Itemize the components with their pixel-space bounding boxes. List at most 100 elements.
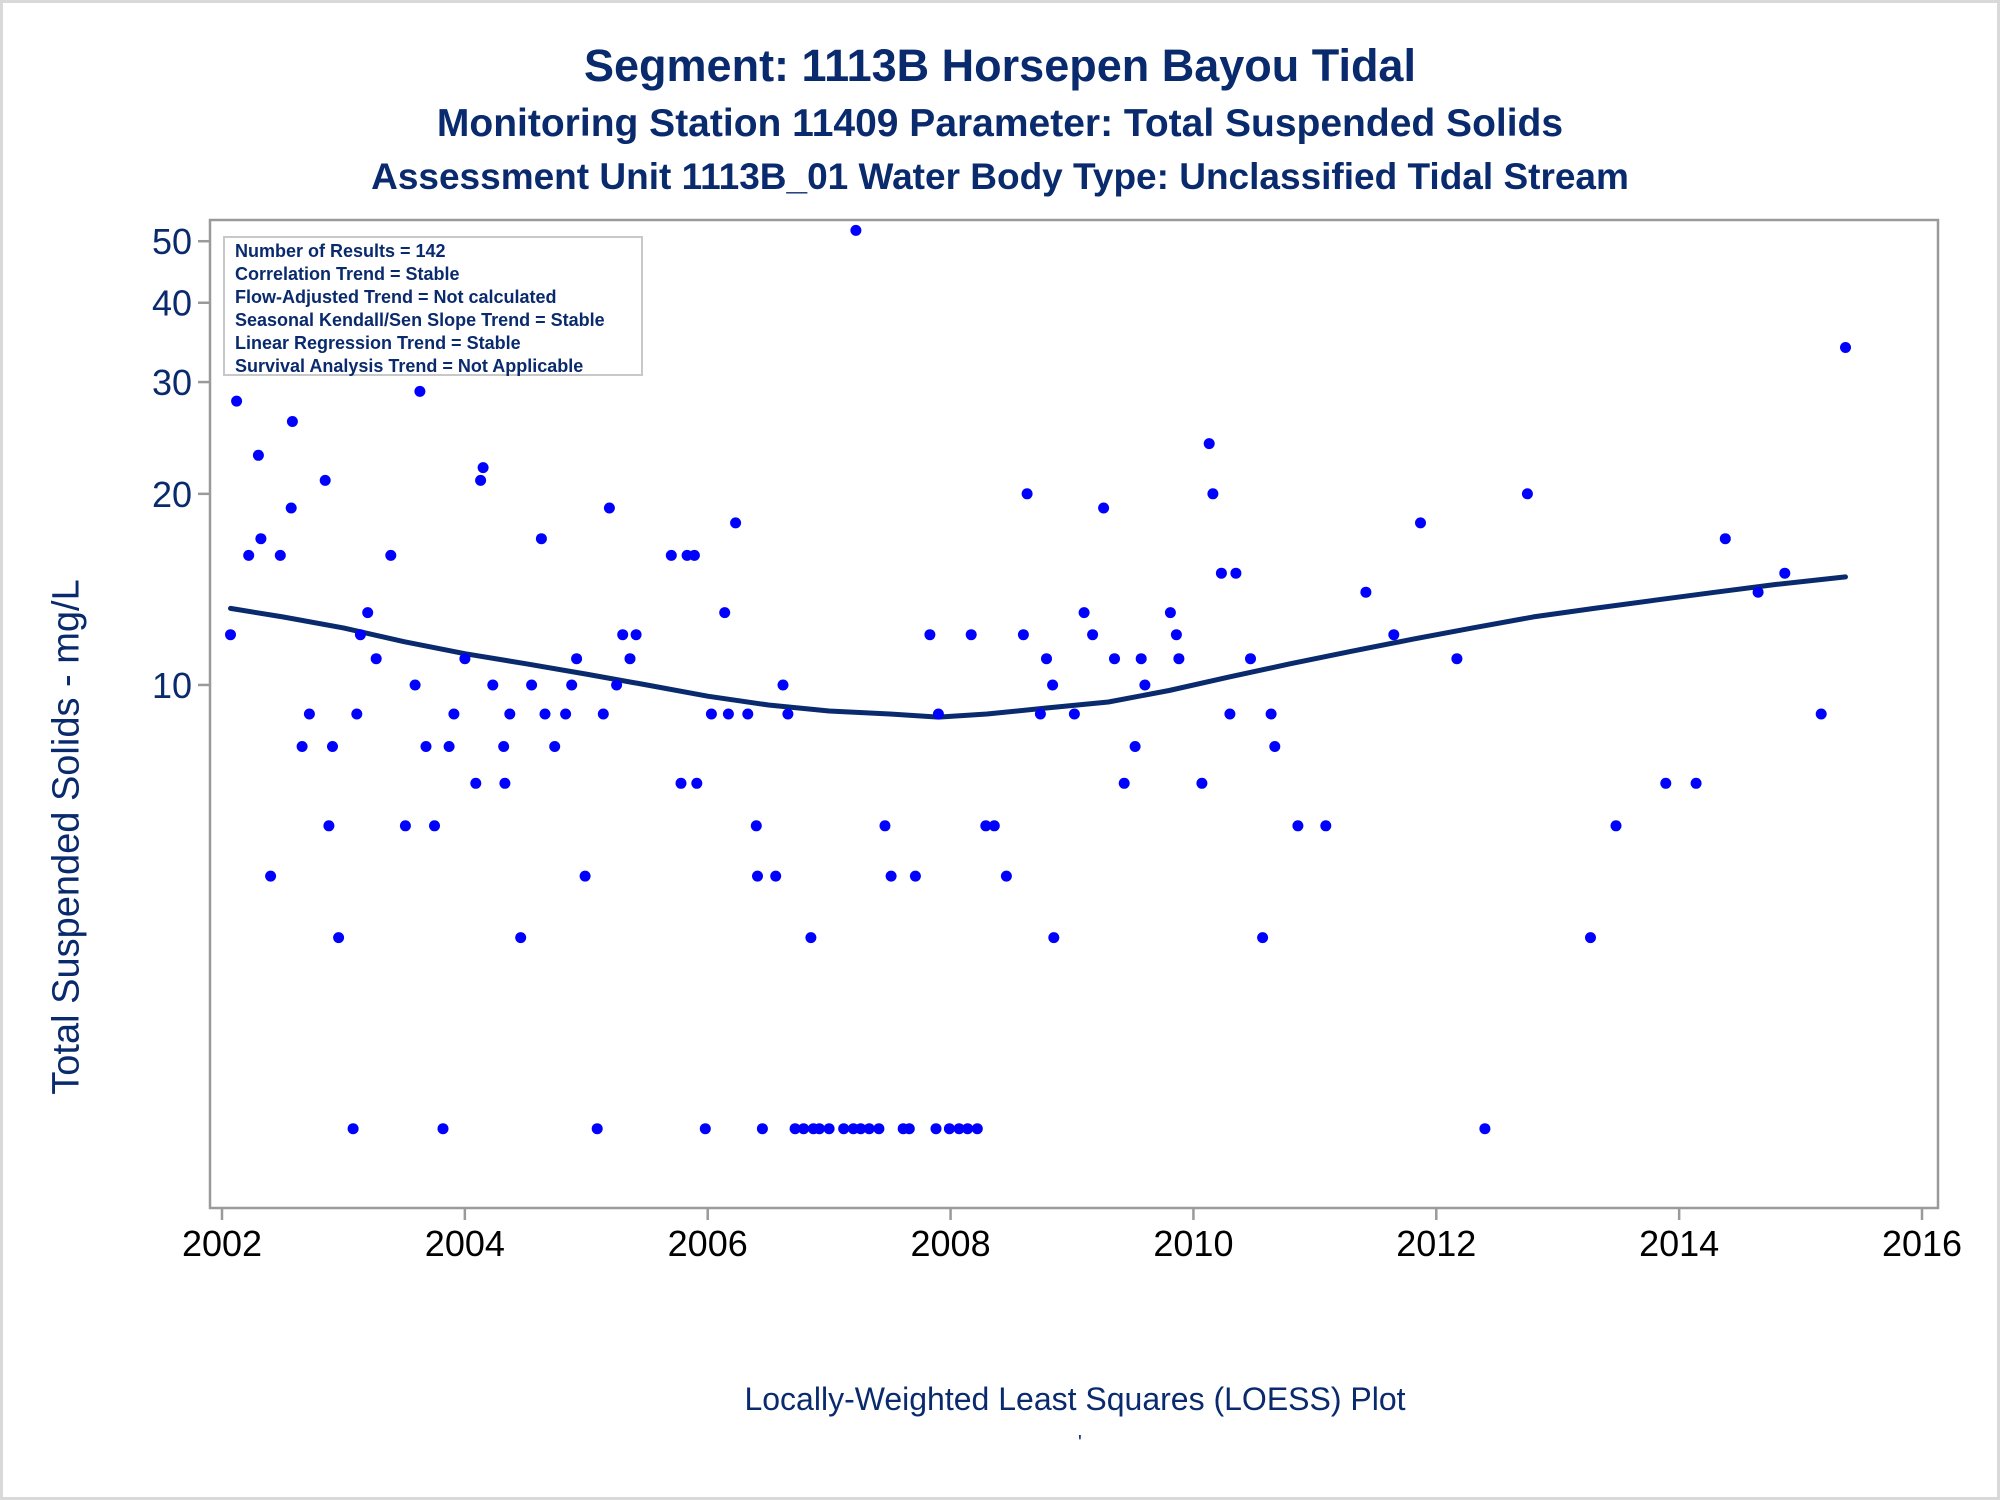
data-point [1196,777,1208,789]
data-point [414,385,426,397]
data-point [850,224,862,236]
data-point [705,708,717,720]
data-point [487,679,499,691]
data-point [566,679,578,691]
y-tick-label: 10 [152,665,192,706]
data-point [879,820,891,832]
data-point [526,679,538,691]
data-point [347,1123,359,1135]
data-point [988,820,1000,832]
data-point [1660,777,1672,789]
data-point [1000,870,1012,882]
data-point [813,1123,825,1135]
data-point [1135,653,1147,665]
data-point [499,777,511,789]
data-point [1109,653,1120,665]
data-point [362,607,374,619]
data-point [742,708,754,720]
data-point [752,870,763,882]
data-point [225,629,236,641]
info-box: Number of Results = 142 Correlation Tren… [223,236,643,376]
info-linear-regression: Linear Regression Trend = Stable [235,333,521,353]
data-point [549,741,561,752]
data-point [691,777,703,789]
data-point [770,870,782,882]
data-point [470,777,482,789]
data-point [980,820,992,832]
data-point [429,820,440,832]
data-point [1585,932,1596,944]
data-point [611,679,623,691]
data-point [624,653,636,665]
data-point [756,1123,768,1135]
data-point [252,449,264,461]
chart-title: Segment: 1113B Horsepen Bayou Tidal [584,40,1416,91]
data-point [1257,932,1269,944]
data-point [1139,679,1151,691]
data-point [243,549,255,561]
chart-subtitle-2: Assessment Unit 1113B_01 Water Body Type… [371,156,1629,197]
data-point [504,708,516,720]
data-point [597,708,609,720]
x-tick-label: 2014 [1639,1223,1719,1264]
x-tick-label: 2004 [425,1223,505,1264]
data-point [1521,488,1533,500]
data-point [579,870,591,882]
data-point [319,474,331,486]
data-point [823,1123,835,1135]
data-point [1230,567,1242,579]
x-tick-label: 2006 [668,1223,748,1264]
data-point [1207,488,1219,500]
data-point [1129,741,1141,752]
data-point [1479,1123,1491,1135]
data-point [1779,567,1791,579]
data-point [730,517,742,529]
y-tick-label: 40 [152,283,192,324]
data-point [274,549,286,561]
data-point [1048,932,1060,944]
data-point [603,502,615,514]
data-point [1041,653,1052,665]
data-point [370,653,382,665]
data-point [630,629,642,641]
data-point [1021,488,1033,500]
data-point [1170,629,1182,641]
data-point [448,708,460,720]
data-point [1840,342,1851,353]
data-point [535,533,547,545]
data-point [1245,653,1256,665]
data-point [873,1123,885,1135]
data-point [303,708,315,720]
info-flow-adjusted: Flow-Adjusted Trend = Not calculated [235,287,557,307]
data-point [789,1123,801,1135]
info-correlation: Correlation Trend = Stable [235,264,460,284]
data-point [1388,629,1400,641]
data-point [409,679,421,691]
data-point [1752,586,1764,598]
plot-area [208,218,1940,1210]
data-point [665,549,677,561]
footnote-mark: ' [1078,1432,1082,1454]
data-point [1087,629,1099,641]
data-point [420,741,432,752]
data-point [962,1123,974,1135]
data-point [930,1123,942,1135]
data-point [515,932,527,944]
data-point [1415,517,1426,529]
data-point [1118,777,1130,789]
data-point [782,708,794,720]
data-point [286,416,298,427]
data-point [1164,607,1176,619]
data-point [1292,820,1304,832]
x-tick-label: 2010 [1153,1223,1233,1264]
data-point [1451,653,1463,665]
data-point [1203,438,1215,450]
x-tick-label: 2002 [182,1223,262,1264]
data-point [539,708,551,720]
data-point [385,549,397,561]
data-point [1215,567,1227,579]
data-point [885,870,897,882]
data-point [1017,629,1029,641]
